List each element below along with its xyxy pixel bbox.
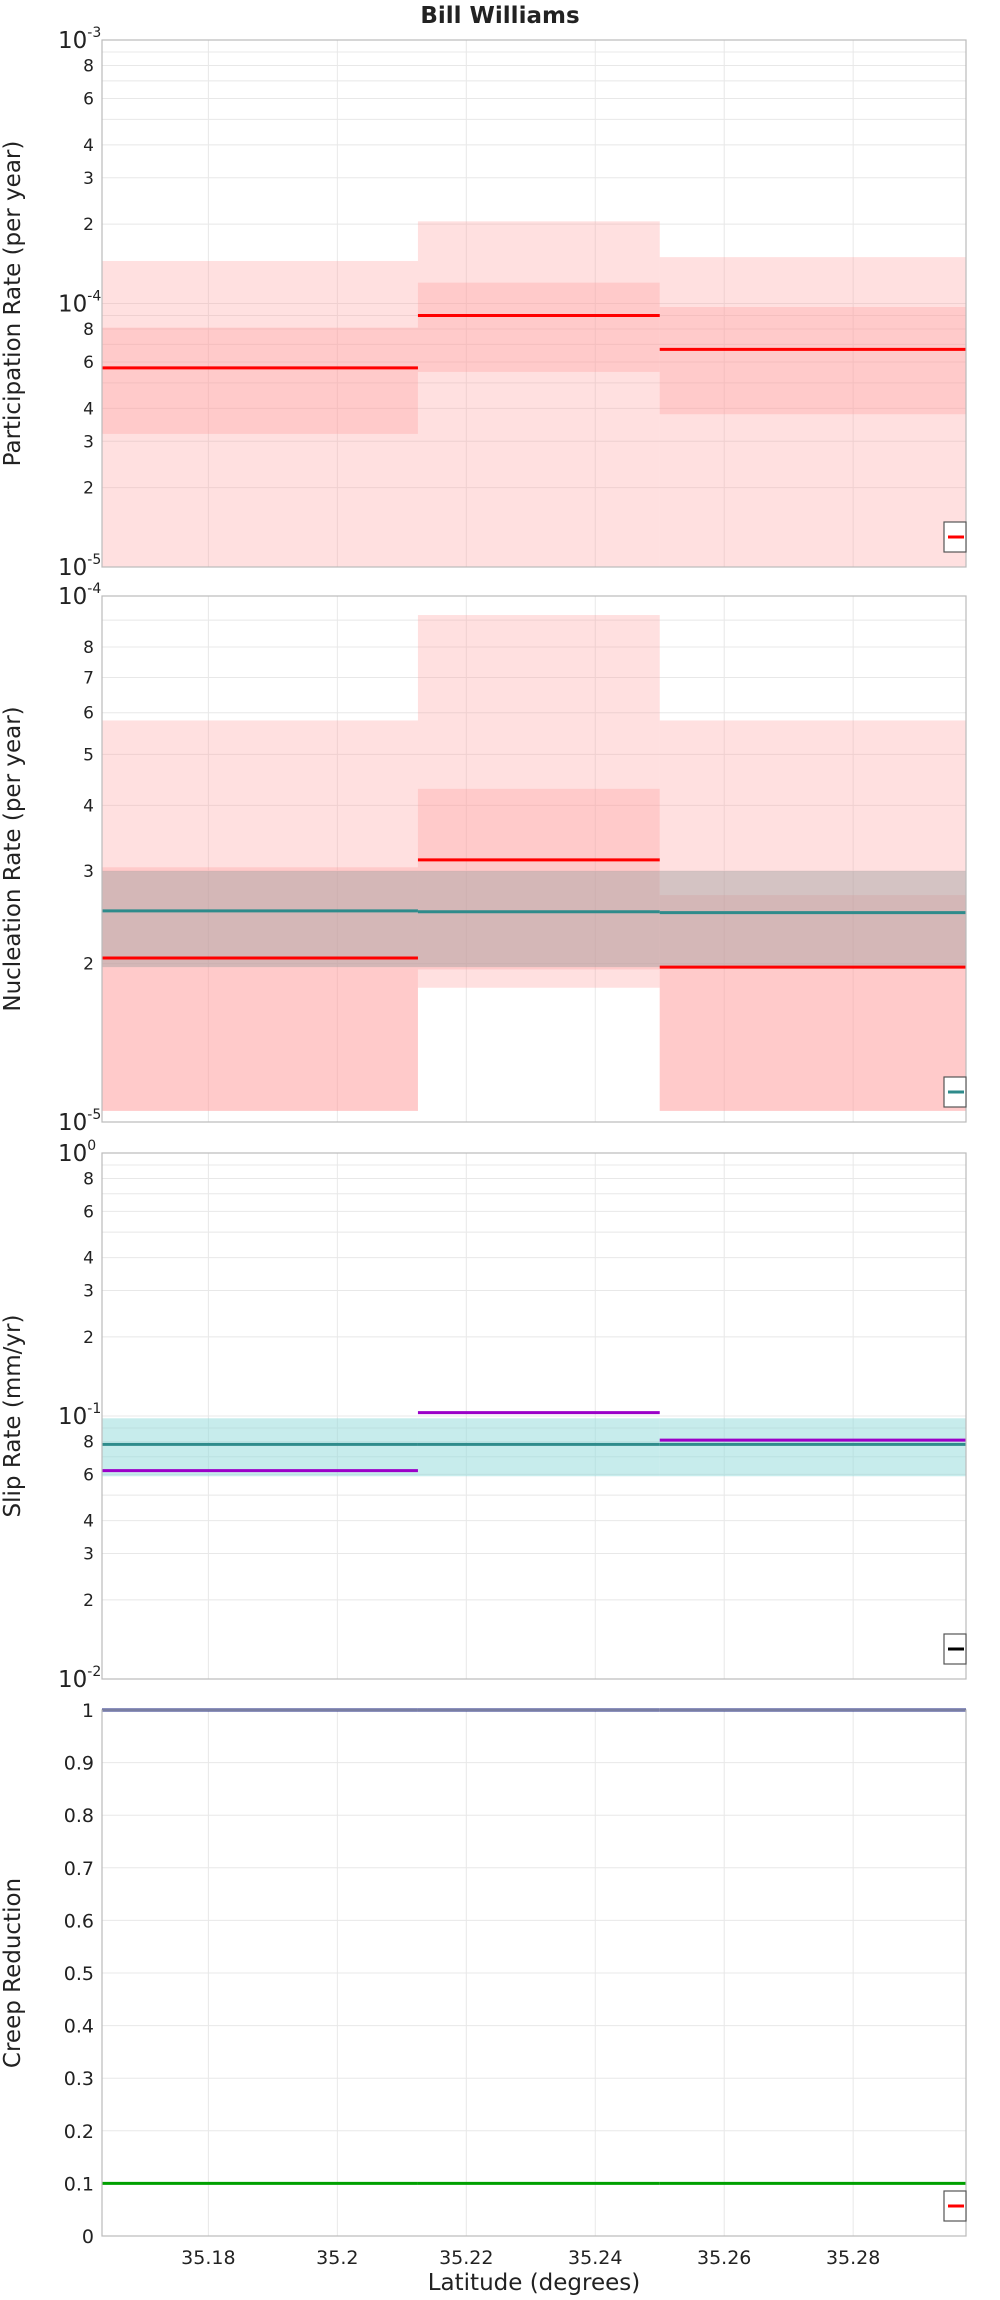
y-tick-label: 3 [83, 432, 94, 452]
y-tick-label: 0.9 [64, 1753, 94, 1775]
y-tick-label: 0.8 [64, 1805, 94, 1827]
uncertainty-band [659, 257, 966, 567]
y-tick-label: 2 [83, 955, 94, 975]
chart-panel: 10-5 10-4 10-3 2 3 4 6 8 2 3 4 6 8 Participation Rate… [0, 25, 967, 581]
grid [102, 1709, 966, 2237]
uncertainty-band [417, 871, 660, 968]
y-tick-label: 2 [83, 1328, 94, 1348]
y-tick-label: 10-2 [58, 1664, 101, 1693]
y-tick-label: 0.3 [64, 2068, 94, 2090]
uncertainty-band [102, 1418, 418, 1477]
y-tick-label: 10-4 [58, 581, 101, 610]
uncertainty-band [659, 720, 966, 1111]
y-tick-label: 2 [83, 479, 94, 499]
uncertainty-band [102, 867, 418, 1111]
uncertainty-band [102, 327, 418, 434]
uncertainty-band [659, 1418, 966, 1477]
y-tick-label: 3 [83, 1545, 94, 1565]
y-axis-label: Participation Rate (per year) [0, 141, 26, 467]
y-tick-label: 1 [82, 1700, 94, 1722]
y-tick-label: 4 [83, 136, 94, 156]
uncertainty-band [417, 1418, 660, 1477]
uncertainty-band [102, 260, 418, 567]
x-tick-label: 35.26 [697, 2247, 751, 2269]
y-tick-label: 4 [83, 796, 94, 816]
y-tick-label: 5 [83, 745, 94, 765]
uncertainty-band [417, 221, 660, 568]
uncertainty-band [659, 306, 966, 415]
y-tick-label: 10-4 [58, 289, 101, 318]
y-tick-label: 6 [83, 704, 94, 724]
x-tick-label: 35.18 [181, 2247, 235, 2269]
grid [102, 1152, 966, 1680]
y-tick-label: 4 [83, 1512, 94, 1532]
y-tick-label: 2 [83, 215, 94, 235]
x-tick-label: 35.24 [568, 2247, 622, 2269]
plot-frame [101, 1709, 967, 2237]
y-tick-label: 6 [83, 1202, 94, 1222]
y-tick-label: 6 [83, 89, 94, 109]
y-tick-label: 10-3 [58, 25, 101, 54]
plot-frame [101, 1152, 967, 1680]
y-tick-label: 10-5 [58, 1107, 101, 1136]
y-tick-label: 2 [83, 1591, 94, 1611]
y-tick-label: 0.4 [64, 2016, 94, 2038]
x-tick-label: 35.22 [439, 2247, 493, 2269]
y-axis-label: Creep Reduction [0, 1878, 26, 2068]
chart-panel: 0 0.1 0.2 0.3 0.4 0.5 0.6 0.7 0.8 0.9 1 Creep Reduc… [0, 1700, 967, 2269]
grid [102, 39, 966, 568]
y-tick-label: 0.2 [64, 2121, 94, 2143]
y-tick-label: 0 [82, 2226, 94, 2248]
y-tick-label: 8 [83, 320, 94, 340]
y-tick-label: 0.1 [64, 2173, 94, 2195]
y-tick-label: 0.5 [64, 1963, 94, 1985]
plot-frame [101, 595, 967, 1123]
uncertainty-band [659, 895, 966, 1111]
grid [102, 595, 966, 1123]
uncertainty-band [417, 788, 660, 970]
plot-frame [101, 39, 967, 568]
x-tick-label: 35.28 [826, 2247, 880, 2269]
y-tick-label: 10-5 [58, 552, 101, 581]
uncertainty-band [102, 720, 418, 1111]
y-tick-label: 8 [83, 1432, 94, 1452]
y-tick-label: 4 [83, 399, 94, 419]
y-axis-label: Nucleation Rate (per year) [0, 706, 26, 1011]
y-tick-label: 100 [58, 1138, 96, 1167]
y-tick-label: 8 [83, 57, 94, 77]
y-axis-label: Slip Rate (mm/yr) [0, 1315, 26, 1518]
x-tick-label: 35.2 [316, 2247, 358, 2269]
uncertainty-band [417, 282, 660, 372]
y-tick-label: 3 [83, 862, 94, 882]
y-tick-label: 0.7 [64, 1858, 94, 1880]
y-tick-label: 0.6 [64, 1910, 94, 1932]
y-tick-label: 8 [83, 638, 94, 658]
uncertainty-band [102, 871, 418, 968]
uncertainty-band [659, 871, 966, 968]
y-tick-label: 6 [83, 1465, 94, 1485]
y-tick-label: 3 [83, 169, 94, 189]
y-tick-label: 6 [83, 353, 94, 373]
y-tick-label: 4 [83, 1249, 94, 1269]
y-tick-label: 10-1 [58, 1401, 101, 1430]
chart-title: Bill Williams [420, 3, 579, 29]
uncertainty-band [417, 615, 660, 988]
chart-panel: 10-5 10-4 2 3 4 5 6 7 8 Nucleation Rate (per year… [0, 581, 967, 1136]
y-tick-label: 7 [83, 668, 94, 688]
x-axis-label: Latitude (degrees) [428, 2270, 641, 2296]
y-tick-label: 8 [83, 1169, 94, 1189]
chart-panel: 10-2 10-1 100 2 3 4 6 8 2 3 4 6 8 Slip Rate (mm/yr) [0, 1138, 967, 1693]
y-tick-label: 3 [83, 1282, 94, 1302]
